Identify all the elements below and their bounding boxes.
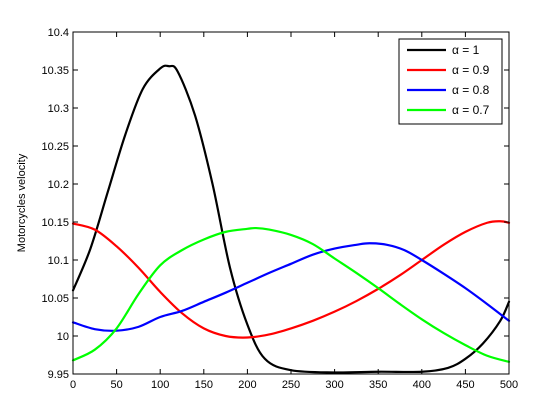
y-tick-label: 10.25 (41, 141, 69, 153)
legend: α = 1 α = 0.9 α = 0.8 α = 0.7 (398, 38, 503, 125)
legend-label-1: α = 1 (452, 43, 480, 57)
y-tick-label: 10.2 (48, 179, 69, 191)
series-line-4 (71, 226, 511, 363)
y-tick-label: 10 (57, 331, 69, 343)
series-layer (71, 64, 511, 374)
legend-label-2: α = 0.9 (452, 63, 490, 77)
x-tick-label: 0 (70, 379, 76, 391)
y-tick-label: 10.4 (48, 27, 69, 39)
y-tick-label: 10.1 (48, 255, 69, 267)
x-tick-label: 450 (456, 379, 474, 391)
x-tick-label: 400 (413, 379, 431, 391)
legend-label-4: α = 0.7 (452, 103, 490, 117)
y-axis-label: Motorcycles velocity (16, 153, 28, 252)
x-tick-label: 500 (500, 379, 518, 391)
ticks-layer: 0 50 100 150 200 250 300 350 400 450 500 9.95 10 10.0… (41, 27, 518, 391)
x-tick-label: 250 (282, 379, 300, 391)
y-tick-label: 10.05 (41, 293, 69, 305)
y-tick-label: 9.95 (48, 369, 69, 381)
y-tick-label: 10.3 (48, 103, 69, 115)
y-tick-label: 10.15 (41, 217, 69, 229)
y-tick-label: 10.35 (41, 65, 69, 77)
x-tick-label: 350 (369, 379, 387, 391)
x-tick-label: 50 (110, 379, 122, 391)
legend-label-3: α = 0.8 (452, 83, 490, 97)
x-tick-label: 200 (238, 379, 256, 391)
x-tick-label: 300 (325, 379, 343, 391)
x-tick-label: 150 (195, 379, 213, 391)
x-tick-label: 100 (151, 379, 169, 391)
series-line-3 (71, 242, 511, 332)
